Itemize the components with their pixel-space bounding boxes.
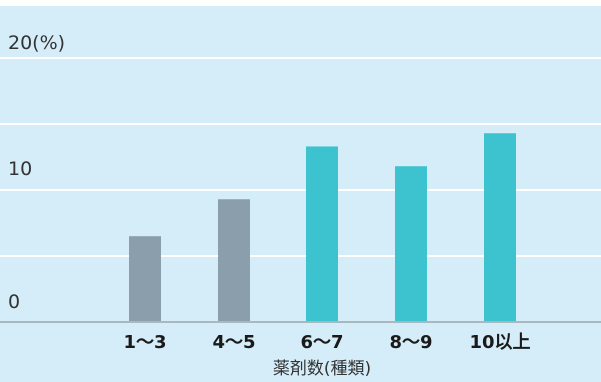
bar <box>218 199 250 322</box>
x-tick-label: 8〜9 <box>389 332 432 353</box>
y-tick-label: 20(%) <box>8 32 65 54</box>
bar <box>484 133 516 322</box>
bar <box>129 236 161 322</box>
bar <box>395 166 427 322</box>
x-tick-label: 1〜3 <box>123 332 166 353</box>
x-tick-label: 4〜5 <box>212 332 255 353</box>
x-axis-label: 薬剤数(種類) <box>273 359 371 379</box>
y-tick-label: 10 <box>8 158 32 180</box>
x-tick-labels: 1〜3 4〜5 6〜7 8〜9 10以上 <box>123 332 530 353</box>
x-tick-label: 6〜7 <box>300 332 343 353</box>
y-tick-label: 0 <box>8 291 20 313</box>
bar <box>306 146 338 322</box>
x-tick-label: 10以上 <box>469 332 530 353</box>
y-tick-labels: 0 10 20(%) <box>8 32 65 313</box>
bars <box>129 133 516 322</box>
